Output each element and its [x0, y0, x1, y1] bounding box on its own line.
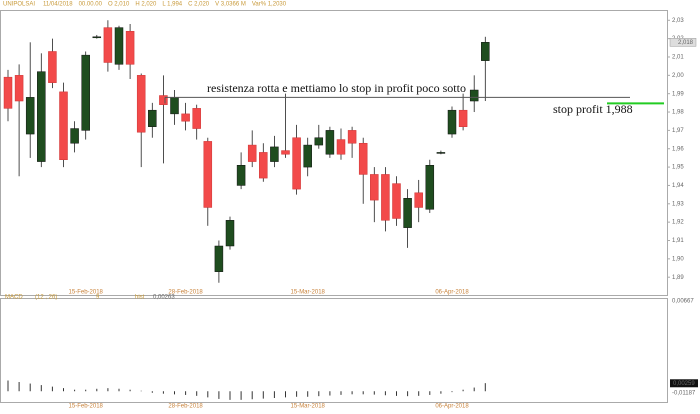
candle-body — [381, 174, 390, 221]
candle-body — [25, 97, 35, 135]
x-tick-label: 28-Feb-2018 — [168, 290, 203, 296]
candle-body — [247, 144, 257, 162]
x-tick-label: 15-Feb-2018 — [69, 404, 104, 410]
header-field: O 2,010 — [108, 2, 130, 8]
last-value-box — [670, 379, 698, 388]
y-tick-label: 1,96 — [672, 146, 684, 152]
macd-signal: 9 — [96, 295, 100, 301]
candle-body — [181, 113, 190, 122]
candle-body — [136, 75, 146, 133]
annotation: resistenza rotta e mettiamo lo stop in p… — [207, 81, 466, 95]
y-tick-label: 1,91 — [672, 238, 684, 244]
y-tick-label: 1,93 — [672, 201, 684, 207]
main-panel — [0, 10, 668, 296]
scale-label: 0,00667 — [672, 299, 694, 305]
candle-body — [37, 71, 46, 162]
x-tick-label: 28-Feb-2018 — [168, 404, 203, 410]
y-tick-label: 1,89 — [672, 275, 684, 281]
y-tick-label: 2,00 — [672, 73, 684, 79]
header-field: 00.00.00 — [79, 2, 103, 8]
candle-body — [259, 152, 268, 179]
x-tick-label: 06-Apr-2018 — [435, 290, 469, 296]
candle-body — [48, 51, 57, 83]
candle-body — [170, 97, 179, 115]
candle-body — [370, 174, 379, 201]
candle-body — [336, 139, 346, 155]
x-tick-label: 15-Mar-2018 — [291, 290, 326, 296]
candle-body — [14, 75, 24, 102]
x-tick-label: 06-Apr-2018 — [435, 404, 469, 410]
candle-body — [214, 245, 224, 272]
candle-body — [425, 165, 435, 210]
header-field: Var% 1,2030 — [252, 2, 287, 8]
candle-body — [403, 198, 412, 228]
macd-title: MACD — [5, 295, 23, 301]
last-value-label: 0,00259 — [673, 381, 695, 387]
candle-body — [148, 109, 157, 127]
header-field: C 2,020 — [188, 2, 210, 8]
symbol: UNIPOLSAI — [3, 2, 35, 8]
macd-hist-value: 0,00263 — [153, 295, 175, 301]
candle-body — [447, 109, 457, 135]
candle-body — [225, 220, 235, 247]
candle-body — [70, 128, 79, 144]
y-tick-label: 1,94 — [672, 183, 684, 189]
y-tick-label: 1,92 — [672, 220, 684, 226]
candle-body — [81, 54, 90, 131]
candle-body — [436, 152, 446, 154]
candle-body — [103, 27, 113, 63]
x-tick-label: 15-Feb-2018 — [69, 290, 104, 296]
candle-body — [469, 89, 479, 102]
header-field: V 3,0366 M — [215, 2, 246, 8]
candle-body — [303, 144, 312, 168]
candle-body — [281, 150, 290, 155]
candle-body — [358, 142, 368, 175]
y-tick-label: 1,95 — [672, 165, 684, 171]
y-tick-label: 1,97 — [672, 128, 684, 134]
last-price-label: 2,018 — [678, 40, 694, 46]
annotation: stop profit 1,988 — [553, 102, 633, 116]
candle-body — [159, 95, 168, 105]
y-tick-label: 2,03 — [672, 18, 684, 24]
candle-body — [92, 36, 102, 39]
scale-label: -0,01187 — [672, 391, 696, 397]
candle-body — [203, 141, 213, 208]
header-field: 11/04/2018 — [43, 2, 73, 8]
candle-body — [392, 183, 401, 219]
candle-body — [347, 130, 357, 144]
macd-params: (12 , 26) — [35, 295, 57, 301]
header-field: H 2,020 — [135, 2, 157, 8]
macd-hist: hist — [135, 295, 145, 301]
candle-body — [325, 130, 335, 155]
candle-body — [292, 137, 301, 190]
candle-body — [59, 91, 68, 160]
last-price-box — [669, 38, 697, 47]
y-tick-label: 1,99 — [672, 91, 684, 97]
candle-body — [314, 137, 324, 146]
candle-body — [270, 146, 279, 162]
candle-body — [114, 27, 124, 65]
candle-body — [458, 109, 468, 127]
candle-body — [3, 76, 13, 109]
x-tick-label: 15-Mar-2018 — [291, 404, 326, 410]
candle-body — [481, 42, 490, 61]
candle-body — [192, 108, 201, 129]
macd-panel — [0, 298, 668, 403]
y-tick-label: 1,90 — [672, 256, 684, 262]
candle-body — [236, 165, 246, 186]
header-field: L 1,994 — [162, 2, 182, 8]
y-tick-label: 2,01 — [672, 55, 684, 61]
candle-body — [125, 31, 135, 65]
candle-body — [414, 192, 423, 208]
y-tick-label: 1,98 — [672, 110, 684, 116]
